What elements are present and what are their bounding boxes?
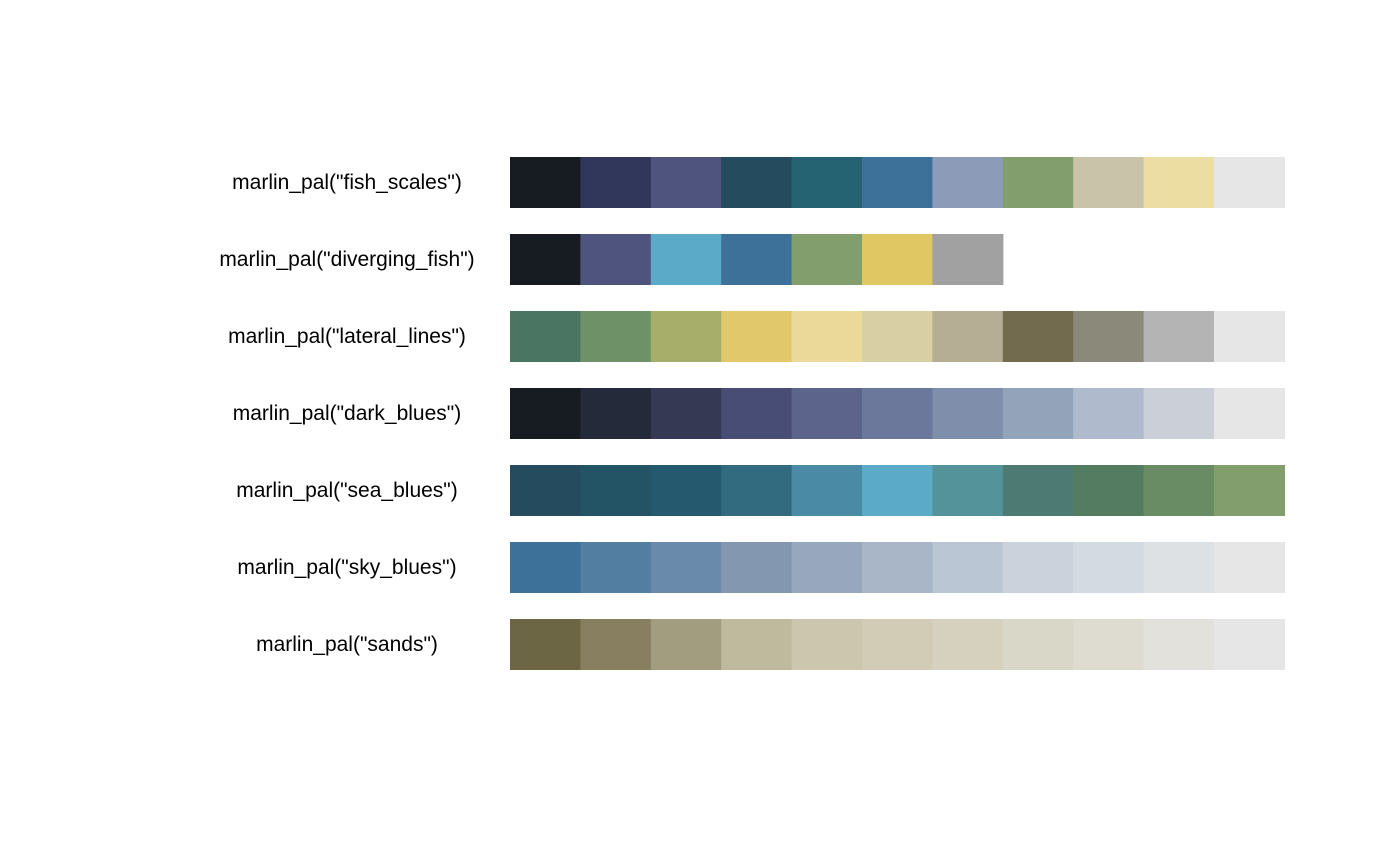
color-swatch: [932, 465, 1004, 516]
color-swatch: [862, 619, 933, 670]
color-swatch: [1002, 157, 1074, 208]
color-swatch: [1073, 157, 1145, 208]
color-swatch: [580, 619, 652, 670]
color-swatch: [650, 542, 722, 593]
color-swatch: [510, 157, 581, 208]
color-swatch: [1143, 388, 1215, 439]
color-swatch: [791, 157, 863, 208]
color-swatch: [580, 157, 652, 208]
palette-label: marlin_pal("lateral_lines"): [228, 325, 466, 348]
color-swatch: [650, 465, 722, 516]
color-swatch: [650, 388, 722, 439]
color-swatch: [650, 234, 722, 285]
color-swatch: [862, 157, 933, 208]
color-swatch: [1214, 157, 1285, 208]
color-swatch: [862, 465, 933, 516]
color-swatch: [1214, 465, 1285, 516]
color-swatch: [1002, 311, 1074, 362]
color-swatch: [862, 542, 933, 593]
color-swatch: [1002, 465, 1074, 516]
color-swatch: [1073, 465, 1145, 516]
color-swatch: [1002, 619, 1074, 670]
color-swatch: [510, 311, 581, 362]
palette-rows: marlin_pal("fish_scales") marlin_pal("div…: [219, 157, 1285, 670]
color-swatch: [932, 234, 1004, 285]
color-swatch: [580, 542, 652, 593]
color-swatch: [791, 542, 863, 593]
palette-label: marlin_pal("sky_blues"): [237, 556, 456, 579]
color-swatch: [580, 388, 652, 439]
palette-row: marlin_pal("sea_blues"): [236, 465, 1285, 516]
color-swatch: [721, 542, 793, 593]
color-swatch: [932, 542, 1004, 593]
color-swatch: [791, 465, 863, 516]
color-swatch: [1002, 388, 1074, 439]
color-swatch: [580, 311, 652, 362]
color-swatch: [1143, 542, 1215, 593]
color-swatch: [1143, 311, 1215, 362]
color-swatch: [791, 388, 863, 439]
color-swatch: [932, 311, 1004, 362]
color-swatch: [1002, 542, 1074, 593]
color-swatch: [791, 619, 863, 670]
color-swatch: [721, 311, 793, 362]
color-swatch: [721, 465, 793, 516]
color-swatch: [932, 619, 1004, 670]
color-swatch: [1073, 542, 1145, 593]
color-swatch: [791, 311, 863, 362]
color-swatch: [1143, 157, 1215, 208]
color-swatch: [862, 234, 933, 285]
color-swatch: [580, 234, 652, 285]
color-swatch: [932, 388, 1004, 439]
color-swatch: [721, 157, 793, 208]
color-swatch: [1143, 619, 1215, 670]
color-swatch: [1214, 619, 1285, 670]
color-swatch: [510, 619, 581, 670]
color-swatch: [1073, 311, 1145, 362]
palette-label: marlin_pal("diverging_fish"): [219, 248, 474, 271]
palette-row: marlin_pal("diverging_fish"): [219, 234, 1004, 285]
color-swatch: [1214, 388, 1285, 439]
palette-row: marlin_pal("sands"): [256, 619, 1285, 670]
color-swatch: [932, 157, 1004, 208]
color-swatch: [650, 311, 722, 362]
palette-label: marlin_pal("sea_blues"): [236, 479, 458, 502]
palette-label: marlin_pal("fish_scales"): [232, 171, 462, 194]
color-swatch: [862, 311, 933, 362]
color-swatch: [1073, 388, 1145, 439]
color-swatch: [1073, 619, 1145, 670]
palette-row: marlin_pal("dark_blues"): [233, 388, 1285, 439]
color-swatch: [650, 157, 722, 208]
color-swatch: [510, 542, 581, 593]
color-swatch: [510, 465, 581, 516]
color-swatch: [580, 465, 652, 516]
color-swatch: [721, 619, 793, 670]
color-swatch: [510, 234, 581, 285]
color-swatch: [650, 619, 722, 670]
color-swatch: [721, 388, 793, 439]
color-swatch: [1143, 465, 1215, 516]
color-swatch: [1214, 311, 1285, 362]
palette-row: marlin_pal("sky_blues"): [237, 542, 1285, 593]
color-swatch: [791, 234, 863, 285]
palette-label: marlin_pal("dark_blues"): [233, 402, 462, 425]
palette-row: marlin_pal("fish_scales"): [232, 157, 1285, 208]
color-swatch: [862, 388, 933, 439]
palette-row: marlin_pal("lateral_lines"): [228, 311, 1285, 362]
palette-label: marlin_pal("sands"): [256, 633, 438, 656]
color-swatch: [1214, 542, 1285, 593]
color-swatch: [721, 234, 793, 285]
color-swatch: [510, 388, 581, 439]
